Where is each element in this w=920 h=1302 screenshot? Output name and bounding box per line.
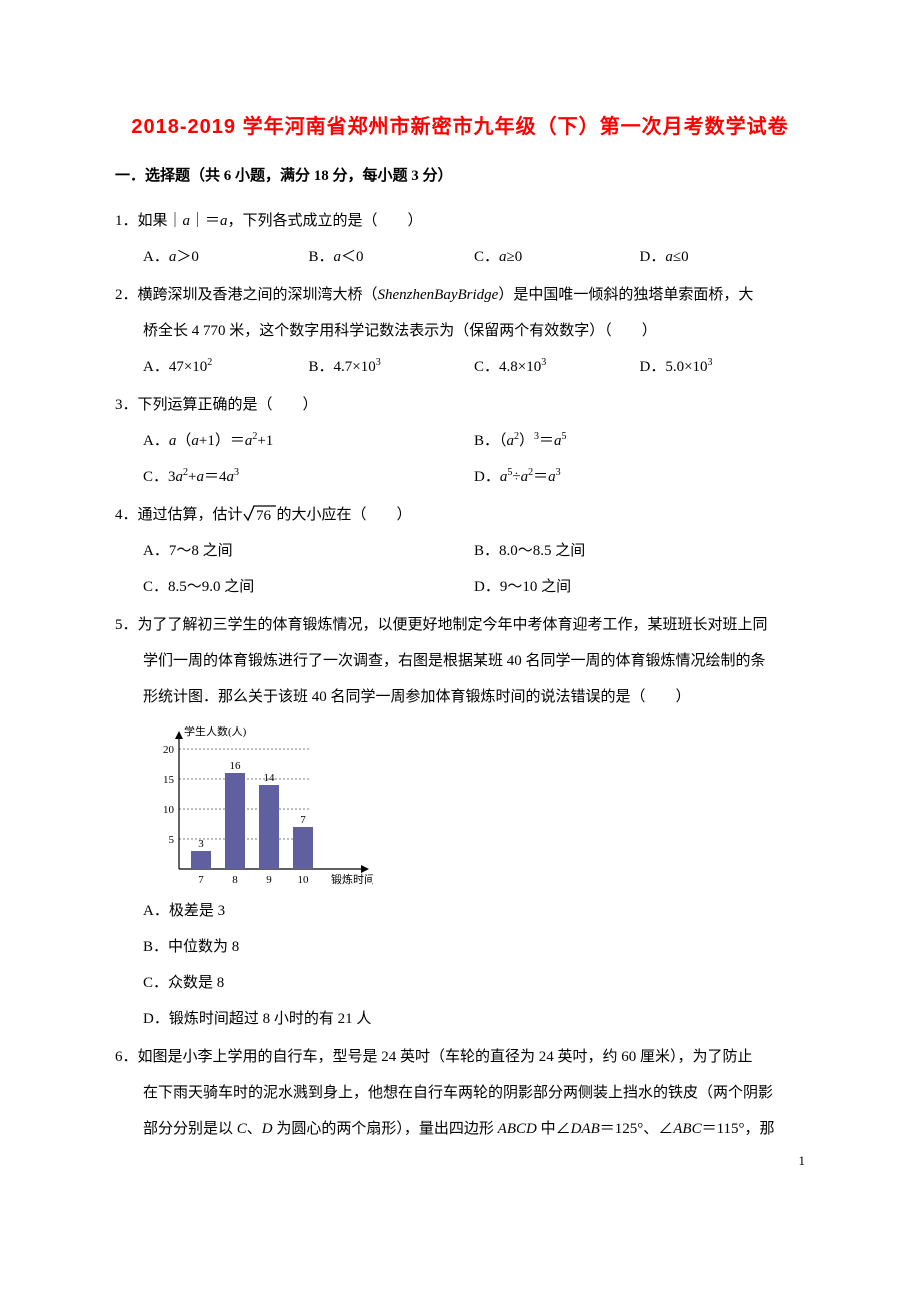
q5-opt-d: D．锻炼时间超过 8 小时的有 21 人 bbox=[143, 1001, 805, 1037]
q1-opt-a: A．a＞0 bbox=[143, 239, 309, 275]
svg-text:学生人数(人): 学生人数(人) bbox=[184, 724, 247, 738]
q4-opt-d: D．9～10 之间 bbox=[474, 569, 805, 605]
svg-text:7: 7 bbox=[300, 814, 306, 826]
sqrt-icon: 76 bbox=[243, 497, 277, 533]
page-number: 1 bbox=[799, 1153, 806, 1169]
svg-text:14: 14 bbox=[264, 772, 276, 784]
svg-text:7: 7 bbox=[198, 874, 204, 886]
q4-opt-c: C．8.5～9.0 之间 bbox=[143, 569, 474, 605]
svg-text:10: 10 bbox=[163, 804, 175, 816]
svg-text:20: 20 bbox=[163, 744, 175, 756]
q5-stem-line3: 形统计图．那么关于该班 40 名同学一周参加体育锻炼时间的说法错误的是（ ） bbox=[143, 679, 805, 715]
q3-opt-d: D．a5÷a2＝a3 bbox=[474, 459, 805, 495]
q2-stem-line1: 2．横跨深圳及香港之间的深圳湾大桥（ShenzhenBayBridge）是中国唯… bbox=[115, 277, 805, 313]
q6-stem-line1: 6．如图是小李上学用的自行车，型号是 24 英吋（车轮的直径为 24 英吋，约 … bbox=[115, 1039, 805, 1075]
q5-stem-line1: 5．为了了解初三学生的体育锻炼情况，以便更好地制定今年中考体育迎考工作，某班班长… bbox=[115, 607, 805, 643]
q5-stem-line2: 学们一周的体育锻炼进行了一次调查，右图是根据某班 40 名同学一周的体育锻炼情况… bbox=[143, 643, 805, 679]
q3-opt-b: B．（a2）3＝a5 bbox=[474, 423, 805, 459]
q4-stem: 4．通过估算，估计 76 的大小应在（ ） bbox=[115, 497, 805, 533]
svg-text:5: 5 bbox=[169, 834, 175, 846]
bar-chart: 5 10 15 20 学生人数(人) 3 7 16 8 14 9 7 10 锻炼时间(小时) bbox=[143, 719, 373, 889]
q2-stem-line2: 桥全长 4 770 米，这个数字用科学记数法表示为（保留两个有效数字）（ ） bbox=[143, 313, 805, 349]
q4-stem-pre: 4．通过估算，估计 bbox=[115, 507, 243, 523]
q4-stem-post: 的大小应在（ ） bbox=[277, 507, 412, 523]
q6-stem-line2: 在下雨天骑车时的泥水溅到身上，他想在自行车两轮的阴影部分两侧装上挡水的铁皮（两个… bbox=[143, 1075, 805, 1111]
section-heading: 一．选择题（共 6 小题，满分 18 分，每小题 3 分） bbox=[115, 164, 805, 185]
svg-text:15: 15 bbox=[163, 774, 175, 786]
q1-opt-c: C．a≥0 bbox=[474, 239, 640, 275]
q6-stem-line3: 部分分别是以 C、D 为圆心的两个扇形），量出四边形 ABCD 中∠DAB＝12… bbox=[143, 1111, 805, 1147]
q5-opt-a: A．极差是 3 bbox=[143, 893, 805, 929]
q5-opt-b: B．中位数为 8 bbox=[143, 929, 805, 965]
q3-stem: 3．下列运算正确的是（ ） bbox=[115, 387, 805, 423]
q3-opt-a: A．a（a+1）＝a2+1 bbox=[143, 423, 474, 459]
q1-stem: 1．如果｜a｜＝a，下列各式成立的是（ ） bbox=[115, 203, 805, 239]
svg-text:9: 9 bbox=[266, 874, 272, 886]
q3-opt-c: C．3a2+a＝4a3 bbox=[143, 459, 474, 495]
svg-text:8: 8 bbox=[232, 874, 238, 886]
q4-opt-b: B．8.0～8.5 之间 bbox=[474, 533, 805, 569]
svg-text:16: 16 bbox=[230, 760, 242, 772]
q1-opt-b: B．a＜0 bbox=[309, 239, 475, 275]
q1-opt-d: D．a≤0 bbox=[640, 239, 806, 275]
sqrt-value: 76 bbox=[256, 508, 272, 523]
q5-opt-c: C．众数是 8 bbox=[143, 965, 805, 1001]
exam-title: 2018-2019 学年河南省郑州市新密市九年级（下）第一次月考数学试卷 bbox=[115, 110, 805, 139]
svg-text:3: 3 bbox=[198, 838, 204, 850]
q2-opt-b: B．4.7×103 bbox=[309, 349, 475, 385]
q4-opt-a: A．7～8 之间 bbox=[143, 533, 474, 569]
svg-text:10: 10 bbox=[298, 874, 310, 886]
q2-opt-c: C．4.8×103 bbox=[474, 349, 640, 385]
q2-opt-d: D．5.0×103 bbox=[640, 349, 806, 385]
svg-text:锻炼时间(小时): 锻炼时间(小时) bbox=[331, 872, 373, 886]
q2-opt-a: A．47×102 bbox=[143, 349, 309, 385]
